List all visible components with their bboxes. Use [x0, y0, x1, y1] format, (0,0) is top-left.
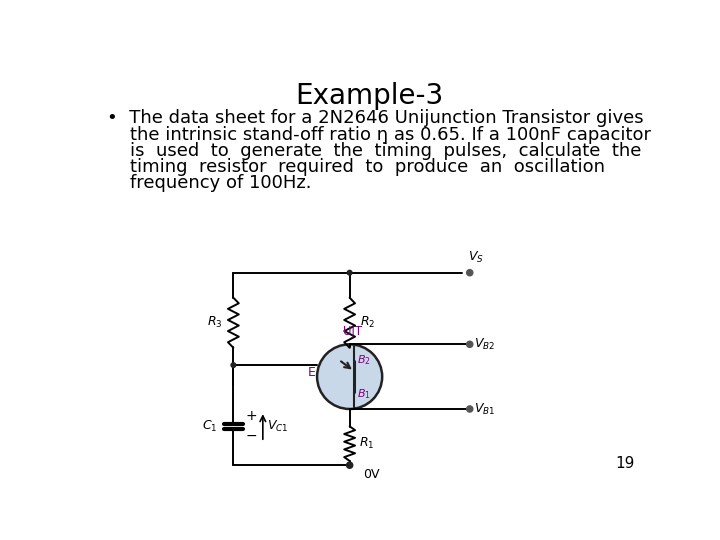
Circle shape — [231, 363, 235, 367]
Text: E: E — [307, 366, 315, 379]
Text: +: + — [246, 409, 258, 423]
Circle shape — [346, 462, 353, 468]
Text: $R_3$: $R_3$ — [207, 315, 222, 330]
Text: 0V: 0V — [364, 468, 380, 481]
Text: timing  resistor  required  to  produce  an  oscillation: timing resistor required to produce an o… — [107, 158, 605, 176]
Text: $B_2$: $B_2$ — [357, 354, 371, 367]
Text: $C_1$: $C_1$ — [202, 419, 218, 434]
Text: −: − — [246, 429, 258, 443]
Circle shape — [467, 341, 473, 347]
Text: $V_{C1}$: $V_{C1}$ — [266, 419, 288, 434]
Text: is  used  to  generate  the  timing  pulses,  calculate  the: is used to generate the timing pulses, c… — [107, 142, 642, 160]
Text: $V_{B1}$: $V_{B1}$ — [474, 401, 495, 416]
Text: Example-3: Example-3 — [295, 82, 443, 110]
Text: $V_{B2}$: $V_{B2}$ — [474, 337, 495, 352]
Text: $B_1$: $B_1$ — [357, 388, 372, 401]
Text: $V_S$: $V_S$ — [468, 250, 484, 265]
Text: 19: 19 — [616, 456, 635, 471]
Circle shape — [347, 271, 352, 275]
Text: frequency of 100Hz.: frequency of 100Hz. — [107, 174, 312, 192]
Text: $R_1$: $R_1$ — [359, 436, 374, 451]
Text: UJT: UJT — [343, 325, 362, 338]
Text: the intrinsic stand-off ratio η as 0.65. If a 100nF capacitor: the intrinsic stand-off ratio η as 0.65.… — [107, 126, 651, 144]
Circle shape — [467, 269, 473, 276]
Text: $R_2$: $R_2$ — [361, 315, 376, 330]
Circle shape — [467, 406, 473, 412]
Circle shape — [317, 345, 382, 409]
Text: •  The data sheet for a 2N2646 Unijunction Transistor gives: • The data sheet for a 2N2646 Unijunctio… — [107, 110, 644, 127]
